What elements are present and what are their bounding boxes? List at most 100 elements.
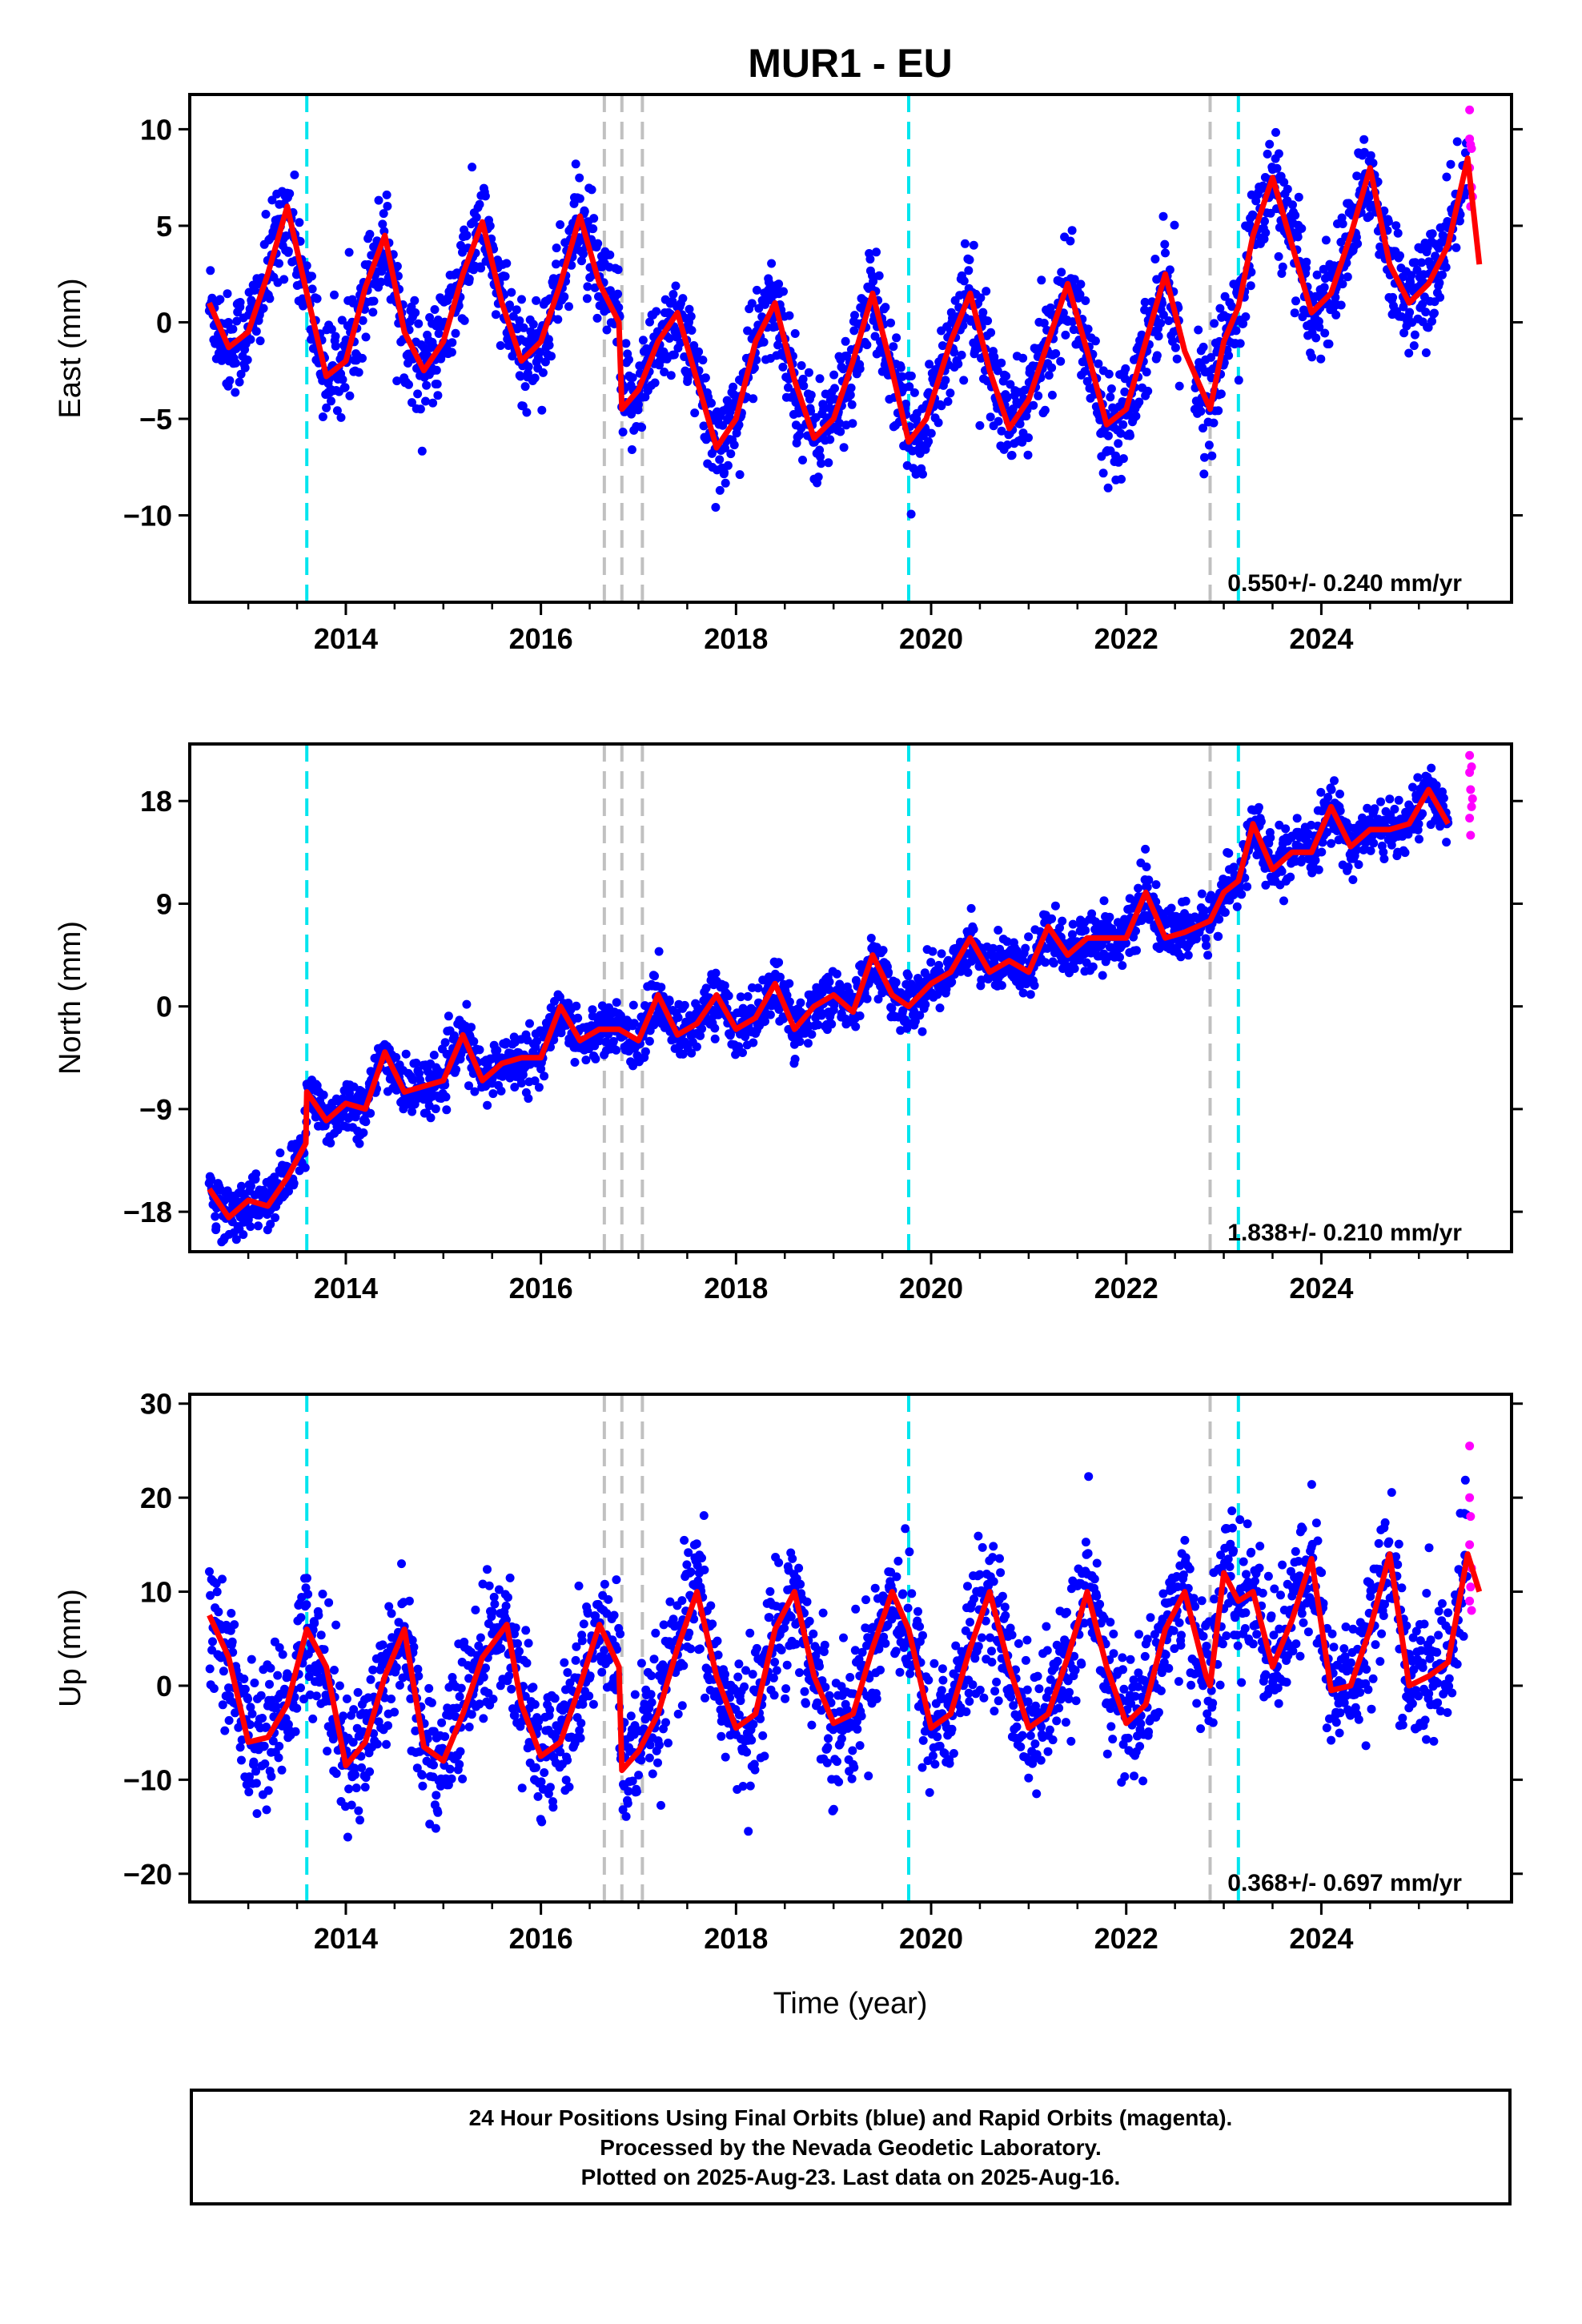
data-point (969, 925, 978, 934)
data-point (331, 332, 340, 341)
rapid-data-point (1465, 105, 1475, 115)
data-point (1068, 919, 1078, 929)
data-point (774, 279, 784, 289)
data-point (836, 427, 845, 436)
data-point (271, 1702, 281, 1711)
data-point (1272, 163, 1282, 173)
data-point (1076, 279, 1086, 289)
data-point (1137, 330, 1146, 340)
data-point (1453, 0, 1462, 5)
data-point (1447, 0, 1456, 5)
data-point (886, 318, 895, 328)
data-point (767, 259, 777, 268)
data-point (721, 444, 729, 452)
rapid-data-point (1467, 802, 1476, 811)
data-point (1239, 319, 1248, 328)
data-point (240, 363, 250, 372)
data-point (900, 1015, 909, 1024)
data-point (247, 1181, 255, 1191)
data-point (525, 1019, 534, 1028)
data-point (225, 376, 235, 385)
y-tick-label: 9 (156, 887, 172, 920)
data-point (765, 1010, 775, 1019)
data-point (1415, 834, 1423, 844)
data-point (1279, 896, 1288, 906)
data-point (1046, 303, 1055, 312)
data-point (1067, 226, 1077, 235)
data-point (629, 1019, 639, 1028)
data-point (848, 419, 857, 428)
data-point (1099, 896, 1109, 906)
data-point (1047, 914, 1057, 923)
data-point (1331, 310, 1341, 320)
data-point (278, 1650, 287, 1659)
data-point (404, 380, 413, 389)
data-point (588, 224, 598, 234)
data-point (1266, 208, 1275, 218)
data-point (1199, 342, 1208, 352)
data-point (1066, 236, 1075, 246)
data-point (720, 981, 729, 991)
data-point (1277, 269, 1287, 278)
data-point (1463, 0, 1472, 5)
data-point (1214, 931, 1223, 941)
rapid-data-point (1466, 830, 1476, 840)
data-point (1455, 216, 1464, 226)
data-point (1194, 325, 1203, 335)
data-point (1383, 217, 1393, 227)
data-point (1274, 251, 1283, 261)
data-point (440, 1038, 450, 1047)
data-point (926, 428, 936, 438)
data-point (747, 299, 757, 308)
data-point (1090, 336, 1100, 346)
data-point (849, 326, 859, 336)
data-point (1460, 0, 1469, 5)
data-point (583, 282, 592, 292)
data-point (1024, 433, 1033, 443)
data-point (462, 231, 472, 240)
data-point (340, 383, 350, 392)
data-point (1144, 875, 1154, 885)
data-point (332, 406, 342, 416)
data-point (874, 271, 884, 280)
data-point (909, 388, 919, 397)
rapid-data-point (1465, 750, 1475, 760)
data-point (645, 317, 654, 327)
data-point (699, 421, 709, 431)
data-point (669, 350, 679, 360)
data-point (448, 338, 457, 348)
data-point (1234, 376, 1243, 385)
data-point (1450, 0, 1459, 5)
data-point (813, 472, 823, 482)
data-point (685, 304, 694, 314)
data-point (803, 1039, 813, 1048)
data-point (752, 285, 761, 295)
model-line (207, 786, 1451, 1220)
data-point (797, 361, 806, 370)
data-point (701, 373, 710, 383)
data-point (640, 1047, 650, 1056)
data-point (250, 1679, 259, 1687)
data-point (1015, 419, 1025, 428)
data-point (408, 398, 416, 408)
data-point (1158, 310, 1168, 320)
data-point (1261, 228, 1271, 238)
data-point (736, 992, 745, 1002)
data-point (228, 1647, 238, 1657)
data-point (963, 967, 973, 977)
data-point (1039, 319, 1049, 328)
data-point (997, 358, 1006, 368)
data-point (1452, 0, 1461, 5)
data-point (432, 380, 442, 389)
data-point (289, 1179, 299, 1188)
data-point (964, 266, 974, 275)
data-point (1094, 359, 1103, 368)
data-point (1297, 223, 1307, 233)
data-point (1460, 0, 1469, 5)
data-point (319, 1090, 328, 1100)
data-point (1203, 951, 1213, 960)
data-point (1452, 0, 1461, 5)
data-point (1376, 830, 1386, 840)
